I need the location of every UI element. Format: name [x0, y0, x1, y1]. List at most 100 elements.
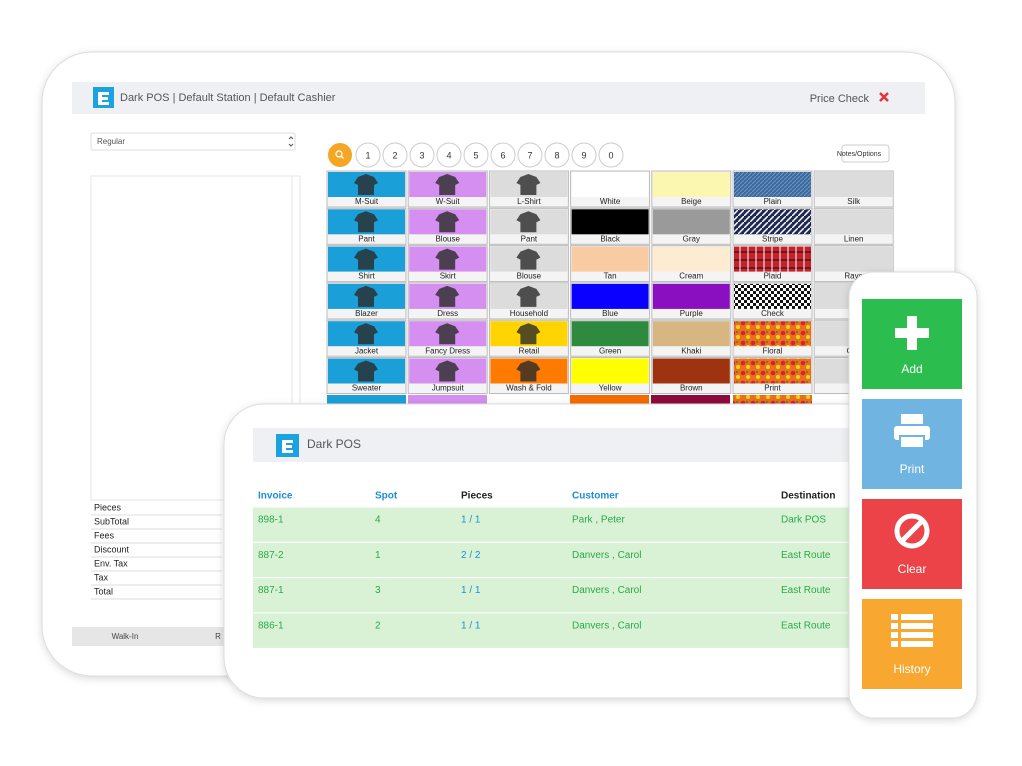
item-label[interactable]: Tan: [604, 272, 617, 281]
table-cell: East Route: [781, 550, 831, 561]
item-icon: [516, 211, 541, 233]
item-label[interactable]: Plain: [764, 197, 782, 206]
item-label[interactable]: Green: [599, 346, 621, 355]
total-label: Fees: [94, 530, 115, 540]
key-label[interactable]: 8: [554, 150, 559, 160]
item-label[interactable]: Black: [600, 234, 621, 243]
key-label[interactable]: 9: [581, 150, 586, 160]
item-label[interactable]: Plaid: [764, 272, 782, 281]
key-button[interactable]: [463, 142, 489, 168]
key-button[interactable]: [598, 142, 624, 168]
notes-label[interactable]: Notes/Options: [837, 151, 882, 158]
button-label[interactable]: History: [893, 662, 930, 676]
table-cell: 887-1: [258, 585, 284, 596]
notes-button[interactable]: [841, 144, 890, 163]
item-label[interactable]: Brown: [680, 384, 703, 393]
item-label[interactable]: W-Suit: [436, 197, 461, 206]
item-label[interactable]: Fancy Dress: [425, 346, 470, 355]
key-button[interactable]: [355, 142, 381, 168]
item-swatch: [734, 172, 811, 197]
close-icon[interactable]: [879, 92, 889, 102]
key-button[interactable]: [544, 142, 570, 168]
item-icon: [354, 174, 378, 195]
key-button[interactable]: [490, 142, 516, 168]
item-label[interactable]: Floral: [762, 346, 782, 355]
item-label[interactable]: Pant: [358, 234, 375, 243]
key-label[interactable]: 7: [527, 150, 532, 160]
item-swatch: [734, 321, 811, 347]
item-label[interactable]: Jacket: [355, 346, 379, 355]
search-button[interactable]: [328, 143, 352, 167]
key-label[interactable]: 2: [392, 150, 397, 160]
item-label[interactable]: Silk: [847, 197, 861, 206]
table-cell: 1 / 1: [461, 621, 481, 632]
item-label[interactable]: Sweater: [352, 384, 382, 393]
key-label[interactable]: 5: [473, 150, 478, 160]
item-label[interactable]: Blazer: [355, 309, 378, 318]
item-swatch: [815, 246, 893, 272]
key-button[interactable]: [436, 142, 462, 168]
item-label[interactable]: Yellow: [599, 384, 622, 393]
key-button[interactable]: [571, 142, 597, 168]
key-label[interactable]: 0: [608, 150, 613, 160]
key-label[interactable]: 6: [500, 150, 505, 160]
item-label[interactable]: Household: [510, 309, 548, 318]
item-label[interactable]: Blue: [602, 309, 619, 318]
key-label[interactable]: 4: [446, 150, 451, 160]
order-list: [90, 175, 301, 501]
key-label[interactable]: 3: [419, 150, 424, 160]
table-cell: 887-2: [258, 550, 284, 561]
item-label[interactable]: L-Shirt: [517, 197, 541, 206]
item-label[interactable]: Check: [761, 309, 785, 318]
item-label[interactable]: M-Suit: [355, 197, 379, 206]
partial-row: [327, 395, 812, 405]
item-label[interactable]: Blouse: [435, 234, 460, 243]
key-button[interactable]: [517, 142, 543, 168]
item-swatch: [652, 172, 730, 197]
item-label[interactable]: Print: [764, 384, 781, 393]
item-swatch: [815, 172, 893, 197]
list-icon: [891, 614, 933, 647]
select-value[interactable]: Regular: [97, 137, 125, 146]
table-cell: Danvers , Carol: [572, 585, 641, 596]
table-row[interactable]: [253, 542, 873, 578]
table-row[interactable]: [253, 507, 873, 542]
button-label[interactable]: Clear: [898, 562, 927, 576]
item-label[interactable]: Rayo: [844, 272, 863, 281]
item-label[interactable]: Skirt: [440, 272, 457, 281]
footer-bar: [72, 627, 242, 646]
button-label[interactable]: Print: [900, 462, 925, 476]
footer-label[interactable]: R: [215, 632, 221, 641]
item-swatch: [652, 321, 730, 347]
item-label[interactable]: Linen: [844, 234, 864, 243]
item-label[interactable]: Gray: [683, 234, 700, 243]
table-header: Spot: [375, 491, 398, 502]
item-label[interactable]: Blouse: [517, 272, 542, 281]
key-label[interactable]: 1: [365, 150, 370, 160]
item-swatch: [571, 358, 649, 384]
item-label[interactable]: Dress: [437, 309, 458, 318]
table-row[interactable]: [253, 612, 873, 648]
price-check[interactable]: Price Check: [810, 93, 870, 105]
item-label[interactable]: Purple: [680, 309, 704, 318]
item-label[interactable]: Shirt: [358, 272, 375, 281]
item-label[interactable]: Wash & Fold: [506, 384, 552, 393]
item-label[interactable]: Khaki: [681, 346, 701, 355]
item-label[interactable]: White: [600, 197, 621, 206]
item-label[interactable]: Stripe: [762, 234, 783, 243]
ban-icon: [894, 513, 930, 549]
item-label[interactable]: Jumpsuit: [432, 384, 465, 393]
key-button[interactable]: [409, 142, 435, 168]
table-cell: East Route: [781, 585, 831, 596]
select-box[interactable]: [90, 132, 296, 151]
item-label[interactable]: Pant: [521, 234, 538, 243]
item-label[interactable]: Cream: [679, 272, 703, 281]
key-button[interactable]: [382, 142, 408, 168]
table-row[interactable]: [253, 577, 873, 613]
item-label[interactable]: Retail: [519, 346, 540, 355]
footer-label[interactable]: Walk-In: [112, 632, 139, 641]
item-label[interactable]: Beige: [681, 197, 702, 206]
total-label: Env. Tax: [94, 558, 128, 568]
table-cell: 1 / 1: [461, 515, 481, 526]
button-label[interactable]: Add: [901, 362, 922, 376]
